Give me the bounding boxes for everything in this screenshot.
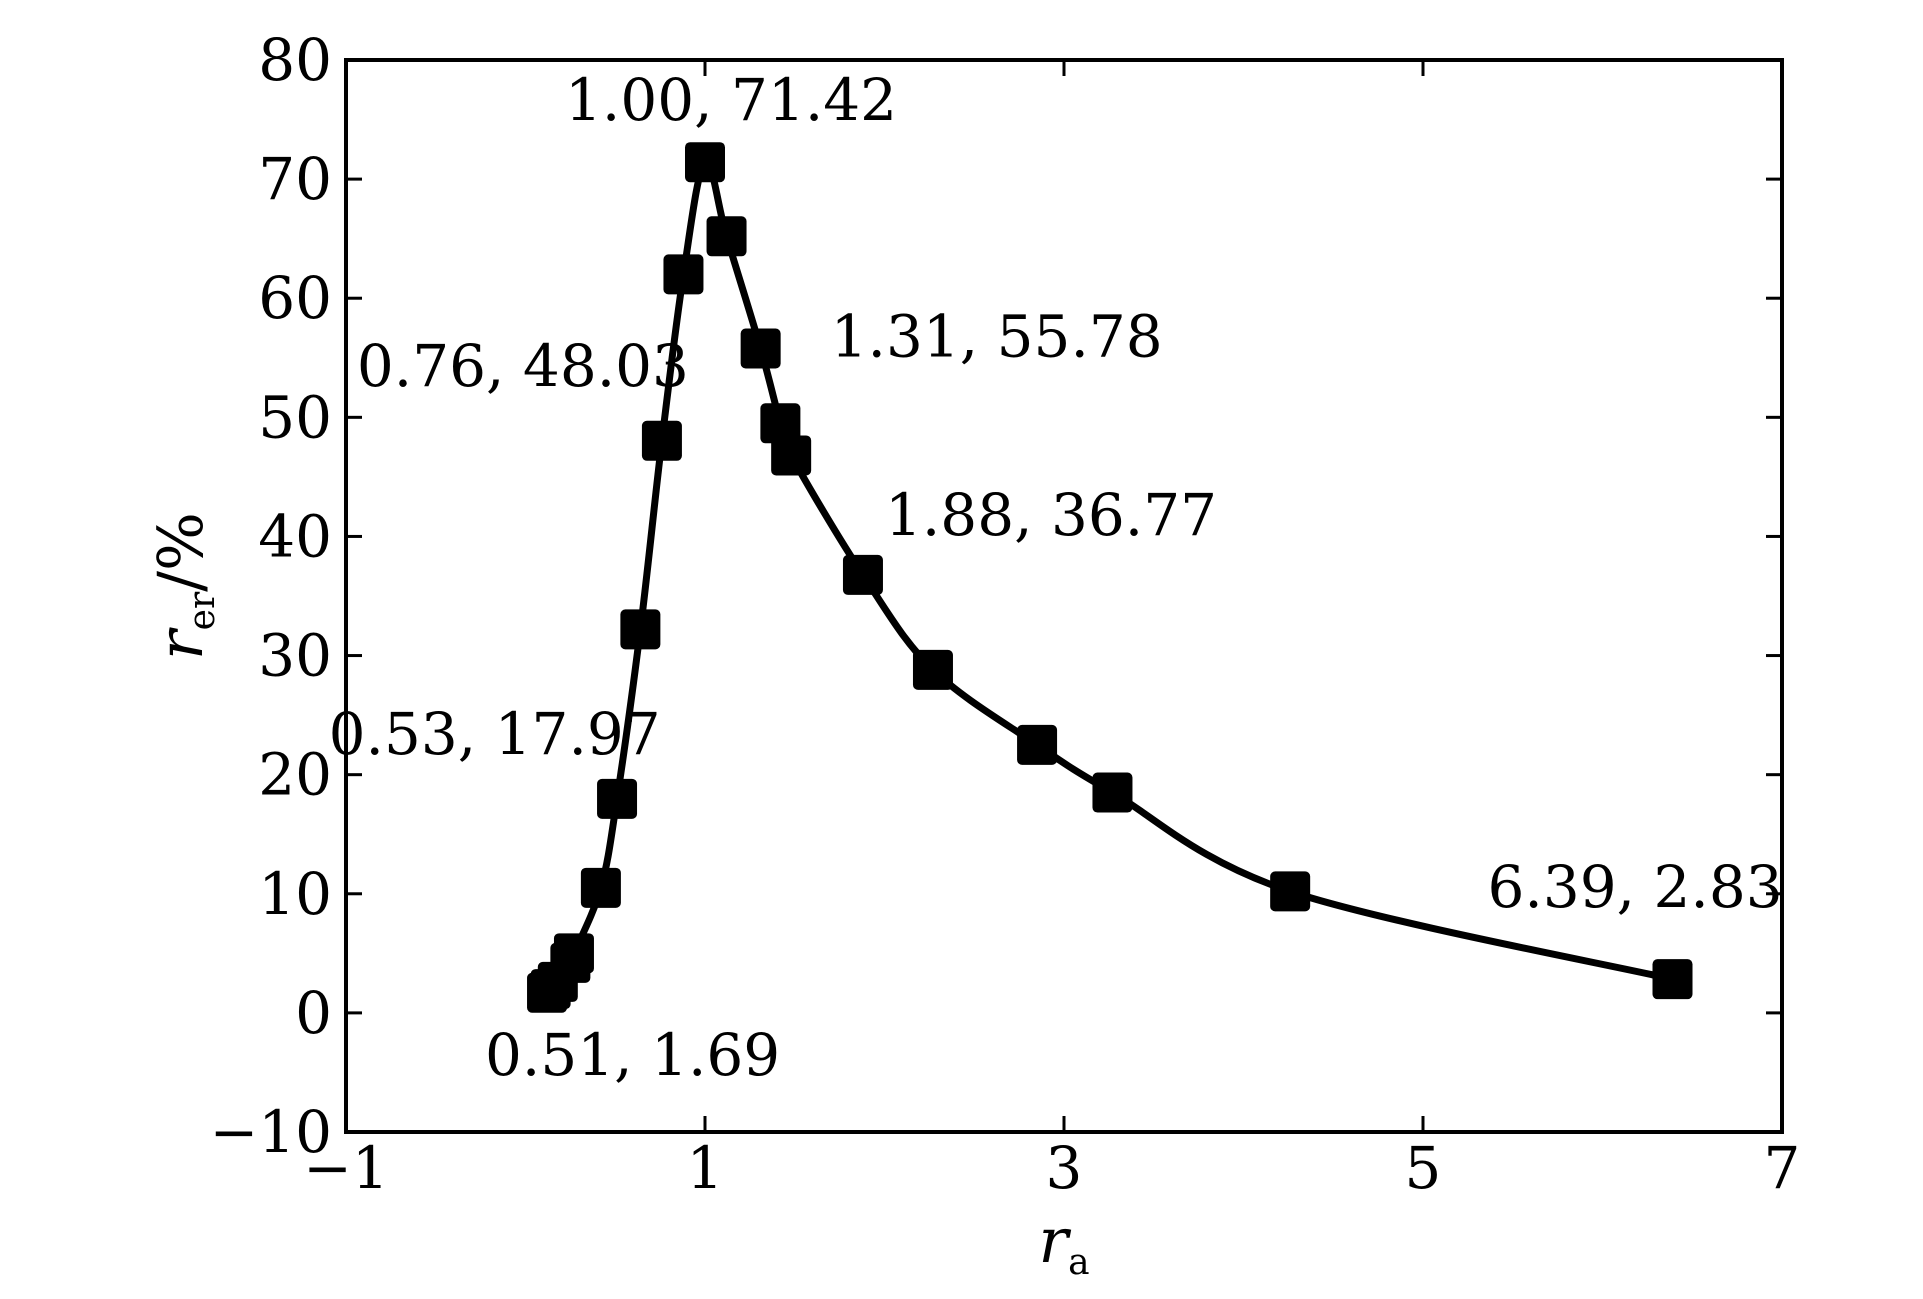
y-tick-label: 10 bbox=[258, 860, 332, 928]
plot-frame bbox=[344, 58, 1784, 1134]
y-axis-label-unit: /% bbox=[144, 512, 217, 592]
y-tick-label: 60 bbox=[258, 264, 332, 332]
data-annotation: 1.88, 36.77 bbox=[885, 481, 1217, 549]
data-point bbox=[1652, 959, 1693, 1000]
data-point bbox=[1017, 724, 1058, 765]
x-axis-label-main: r bbox=[1038, 1204, 1071, 1277]
data-point bbox=[553, 933, 594, 974]
y-tick-label: −10 bbox=[210, 1098, 332, 1166]
data-point bbox=[641, 420, 682, 461]
y-axis-label-main: r bbox=[144, 627, 217, 660]
data-annotation: 0.53, 17.97 bbox=[329, 700, 661, 768]
data-point bbox=[842, 554, 883, 595]
data-annotation: 1.00, 71.42 bbox=[565, 66, 897, 134]
data-point bbox=[760, 403, 801, 444]
x-tick-label: 3 bbox=[1046, 1134, 1083, 1202]
y-tick-label: 70 bbox=[258, 145, 332, 213]
data-point bbox=[580, 867, 621, 908]
y-tick-label: 50 bbox=[258, 383, 332, 451]
y-tick-label: 0 bbox=[295, 979, 332, 1047]
data-point bbox=[1270, 871, 1311, 912]
x-tick-label: 7 bbox=[1764, 1134, 1801, 1202]
data-annotation: 0.51, 1.69 bbox=[485, 1021, 780, 1089]
x-tick-label: 1 bbox=[687, 1134, 724, 1202]
series-markers bbox=[527, 142, 1693, 1013]
data-annotations: 1.00, 71.42 1.31, 55.78 0.76, 48.03 1.88, 3… bbox=[329, 66, 1783, 1089]
data-point bbox=[771, 435, 812, 476]
y-axis-label-sub: er bbox=[182, 591, 223, 630]
x-axis-label-sub: a bbox=[1068, 1242, 1089, 1283]
y-tick-label: 80 bbox=[258, 26, 332, 94]
y-axis-label: rer/% bbox=[144, 512, 223, 660]
tick-labels: −1 1 3 5 7 −10 0 10 20 30 40 50 60 70 80 bbox=[210, 26, 1801, 1202]
y-tick-label: 30 bbox=[258, 622, 332, 690]
y-tick-label: 20 bbox=[258, 741, 332, 809]
data-point bbox=[1092, 772, 1133, 813]
y-tick-label: 40 bbox=[258, 502, 332, 570]
data-point bbox=[597, 778, 638, 819]
data-point bbox=[620, 609, 661, 650]
data-point bbox=[912, 649, 953, 690]
data-point bbox=[663, 254, 704, 295]
x-axis-label: ra bbox=[1038, 1204, 1089, 1283]
data-annotation: 1.31, 55.78 bbox=[831, 302, 1163, 370]
data-point bbox=[706, 216, 747, 257]
data-annotation: 0.76, 48.03 bbox=[357, 332, 689, 400]
x-tick-label: −1 bbox=[303, 1134, 389, 1202]
data-point bbox=[685, 142, 725, 183]
x-tick-label: 5 bbox=[1405, 1134, 1442, 1202]
data-annotation: 6.39, 2.83 bbox=[1488, 853, 1783, 921]
data-point bbox=[740, 328, 781, 369]
